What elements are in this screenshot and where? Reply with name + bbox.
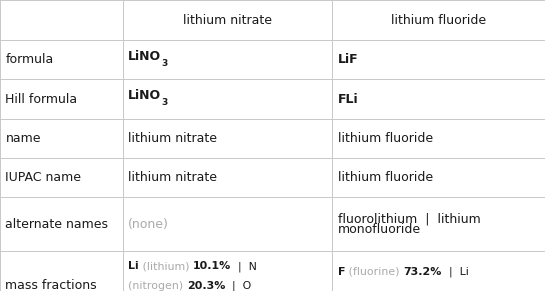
Text: LiNO: LiNO (128, 50, 161, 63)
Text: |  N: | N (231, 261, 257, 272)
Text: (nitrogen): (nitrogen) (128, 281, 187, 291)
Text: FLi: FLi (338, 93, 359, 106)
Text: lithium fluoride: lithium fluoride (391, 14, 486, 26)
Text: 3: 3 (161, 98, 167, 107)
Text: |  O: | O (225, 280, 251, 291)
Text: 73.2%: 73.2% (403, 267, 442, 277)
Text: name: name (5, 132, 41, 145)
Text: alternate names: alternate names (5, 218, 108, 231)
Text: 10.1%: 10.1% (193, 261, 231, 271)
Text: lithium nitrate: lithium nitrate (128, 171, 217, 184)
Text: IUPAC name: IUPAC name (5, 171, 81, 184)
Text: Li: Li (128, 261, 138, 271)
Text: (none): (none) (128, 218, 169, 231)
Text: lithium nitrate: lithium nitrate (128, 132, 217, 145)
Text: Hill formula: Hill formula (5, 93, 77, 106)
Text: monofluoride: monofluoride (338, 223, 421, 235)
Text: LiF: LiF (338, 53, 359, 66)
Text: LiNO: LiNO (128, 89, 161, 102)
Text: formula: formula (5, 53, 54, 66)
Text: mass fractions: mass fractions (5, 279, 97, 291)
Text: |  Li: | Li (442, 267, 469, 277)
Text: 20.3%: 20.3% (187, 281, 225, 291)
Text: lithium nitrate: lithium nitrate (183, 14, 272, 26)
Text: lithium fluoride: lithium fluoride (338, 132, 433, 145)
Text: (fluorine): (fluorine) (346, 267, 403, 277)
Text: fluorolithium  |  lithium: fluorolithium | lithium (338, 213, 481, 226)
Text: 3: 3 (161, 59, 167, 68)
Text: lithium fluoride: lithium fluoride (338, 171, 433, 184)
Text: F: F (338, 267, 346, 277)
Text: (lithium): (lithium) (138, 261, 193, 271)
